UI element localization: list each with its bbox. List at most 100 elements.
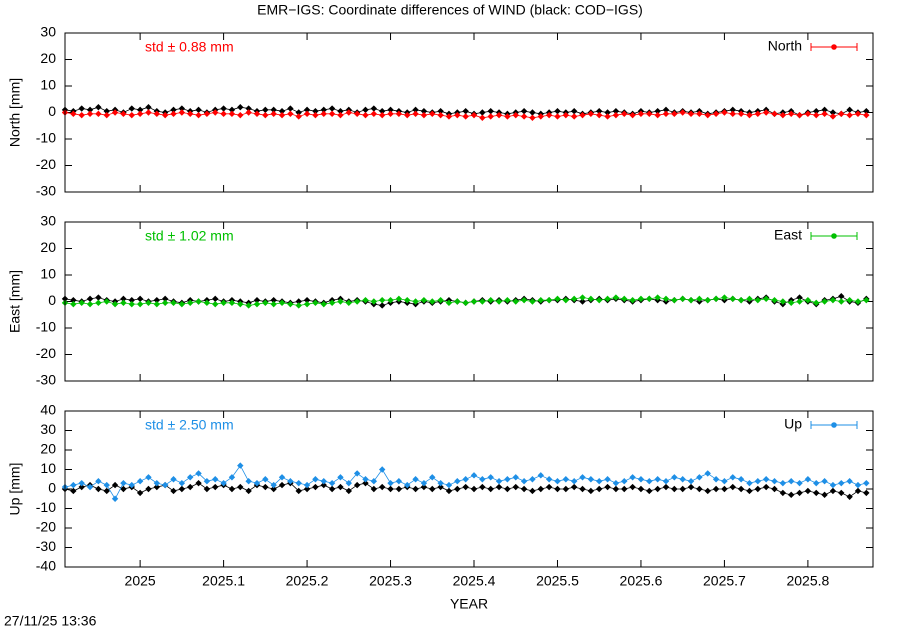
- data-point: [570, 483, 578, 491]
- data-point: [287, 300, 294, 308]
- data-point: [504, 476, 511, 483]
- data-point: [662, 483, 670, 491]
- data-point: [412, 298, 419, 305]
- data-point: [445, 113, 453, 120]
- x-tick-label: 2025.4: [453, 573, 496, 589]
- data-point: [412, 110, 419, 118]
- legend-label: North: [768, 38, 802, 54]
- data-point: [554, 485, 561, 493]
- data-point: [671, 110, 678, 118]
- data-point: [529, 487, 536, 495]
- data-point: [662, 110, 670, 118]
- data-point: [212, 476, 219, 483]
- data-point: [846, 478, 853, 485]
- data-point: [596, 485, 603, 493]
- data-point: [320, 106, 327, 114]
- legend-label: Up: [784, 416, 802, 432]
- data-point: [796, 111, 803, 119]
- data-point: [554, 295, 561, 303]
- legend-marker: [831, 422, 837, 428]
- data-point: [270, 300, 277, 308]
- data-point: [95, 294, 102, 301]
- data-point: [145, 474, 152, 481]
- data-point: [804, 476, 812, 483]
- data-point: [145, 104, 152, 111]
- data-point: [111, 109, 119, 116]
- data-point: [128, 111, 135, 119]
- data-point: [320, 478, 327, 485]
- data-point: [487, 113, 494, 120]
- data-point: [161, 295, 169, 303]
- data-point: [161, 481, 169, 489]
- data-point: [846, 296, 853, 304]
- data-point: [679, 485, 686, 493]
- data-point: [779, 298, 787, 305]
- data-point: [220, 299, 227, 307]
- data-point: [237, 462, 244, 469]
- data-point: [863, 296, 870, 304]
- data-point: [729, 474, 736, 481]
- data-point: [537, 296, 544, 304]
- data-point: [295, 113, 302, 120]
- annotation: std ± 2.50 mm: [145, 417, 234, 433]
- data-point: [237, 483, 244, 491]
- data-point: [737, 296, 745, 304]
- data-point: [454, 478, 461, 485]
- data-point: [187, 474, 194, 481]
- y-tick-label: -30: [36, 183, 56, 199]
- y-tick-label: 30: [40, 213, 56, 229]
- data-point: [520, 478, 528, 485]
- data-point: [345, 487, 353, 495]
- data-point: [278, 111, 286, 119]
- data-point: [562, 296, 570, 304]
- data-point: [846, 493, 853, 500]
- data-point: [70, 110, 77, 118]
- data-point: [328, 110, 336, 118]
- data-point: [212, 109, 219, 116]
- data-point: [312, 483, 319, 491]
- data-point: [704, 296, 711, 304]
- data-point: [838, 298, 845, 305]
- data-point: [813, 489, 820, 497]
- legend-marker: [831, 44, 837, 50]
- data-point: [579, 111, 586, 119]
- data-point: [237, 300, 244, 308]
- data-point: [136, 295, 144, 303]
- data-point: [679, 476, 686, 483]
- data-point: [612, 485, 620, 493]
- data-point: [696, 110, 703, 118]
- data-point: [570, 113, 578, 120]
- data-point: [312, 111, 319, 119]
- data-point: [729, 483, 736, 491]
- data-point: [629, 296, 636, 304]
- data-point: [170, 476, 177, 483]
- data-point: [86, 483, 94, 491]
- data-point: [128, 296, 135, 304]
- data-point: [86, 295, 94, 303]
- data-point: [604, 109, 611, 116]
- data-point: [712, 485, 720, 493]
- data-point: [212, 295, 219, 303]
- data-point: [353, 470, 361, 477]
- data-point: [203, 478, 211, 485]
- data-point: [170, 487, 177, 495]
- x-tick-label: 2025.7: [703, 573, 746, 589]
- data-point: [262, 299, 269, 307]
- data-point: [237, 111, 244, 119]
- data-point: [754, 296, 762, 304]
- data-point: [520, 113, 528, 120]
- data-point: [370, 298, 378, 305]
- data-point: [787, 110, 795, 118]
- data-point: [621, 295, 628, 303]
- data-point: [136, 478, 144, 485]
- data-point: [796, 294, 803, 301]
- data-point: [253, 479, 261, 487]
- data-point: [378, 466, 386, 473]
- data-point: [712, 476, 720, 483]
- data-point: [362, 476, 369, 483]
- y-tick-label: 40: [40, 402, 56, 418]
- data-point: [70, 487, 77, 495]
- data-point: [821, 110, 828, 118]
- data-point: [262, 106, 269, 114]
